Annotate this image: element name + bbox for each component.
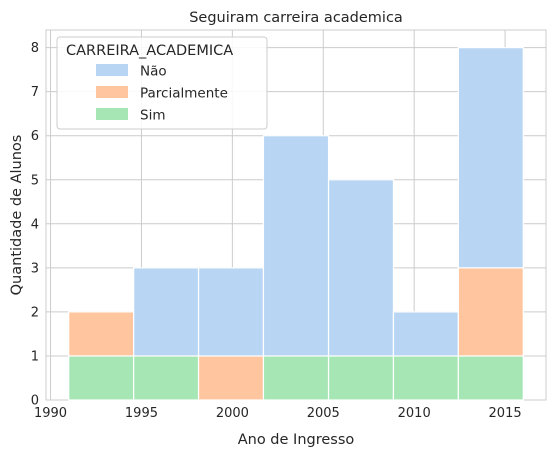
bar-parcialmente <box>197 355 265 401</box>
bar-sim <box>392 355 459 401</box>
y-tick-label: 0 <box>31 394 39 409</box>
y-tick-label: 5 <box>31 173 39 188</box>
y-tick-label: 4 <box>31 217 39 232</box>
x-tick-label: 1990 <box>34 406 67 421</box>
bar-parcialmente <box>457 267 524 357</box>
y-tick-label: 6 <box>31 129 39 144</box>
y-axis-ticks: 0 1 2 3 4 5 6 7 8 <box>31 41 39 408</box>
legend-swatch <box>96 108 128 120</box>
legend-label: Não <box>140 64 167 80</box>
x-tick-label: 1995 <box>125 406 158 421</box>
legend-label: Parcialmente <box>140 86 228 102</box>
bar-n-o <box>392 311 459 357</box>
y-tick-label: 7 <box>31 85 39 100</box>
bar-n-o <box>457 47 524 269</box>
y-tick-label: 3 <box>31 261 39 276</box>
y-axis-label: Quantidade de Alunos <box>9 135 25 296</box>
bar-n-o <box>327 179 395 357</box>
legend: CARREIRA_ACADEMICA Não Parcialmente Sim <box>56 36 268 130</box>
y-tick-label: 2 <box>31 305 39 320</box>
legend-box <box>56 36 268 130</box>
bar-sim <box>262 355 330 401</box>
bar-sim <box>457 355 524 401</box>
bar-n-o <box>197 267 265 357</box>
bar-sim <box>327 355 395 401</box>
bar-sim <box>133 355 200 401</box>
x-axis-label: Ano de Ingresso <box>238 432 355 448</box>
chart-title: Seguiram carreira academica <box>189 10 403 26</box>
bars <box>68 47 524 401</box>
legend-swatch <box>96 64 128 76</box>
bar-parcialmente <box>68 311 135 357</box>
x-tick-label: 2005 <box>307 406 340 421</box>
legend-title: CARREIRA_ACADEMICA <box>66 43 233 59</box>
x-tick-label: 2000 <box>216 406 249 421</box>
legend-swatch <box>96 86 128 98</box>
bar-n-o <box>133 267 200 357</box>
x-axis-ticks: 1990 1995 2000 2005 2010 2015 <box>34 406 522 421</box>
legend-label: Sim <box>140 108 165 124</box>
bar-n-o <box>262 135 330 357</box>
y-tick-label: 8 <box>31 41 39 56</box>
y-tick-label: 1 <box>31 349 39 364</box>
x-tick-label: 2015 <box>489 406 522 421</box>
bar-sim <box>68 355 135 401</box>
x-tick-label: 2010 <box>398 406 431 421</box>
